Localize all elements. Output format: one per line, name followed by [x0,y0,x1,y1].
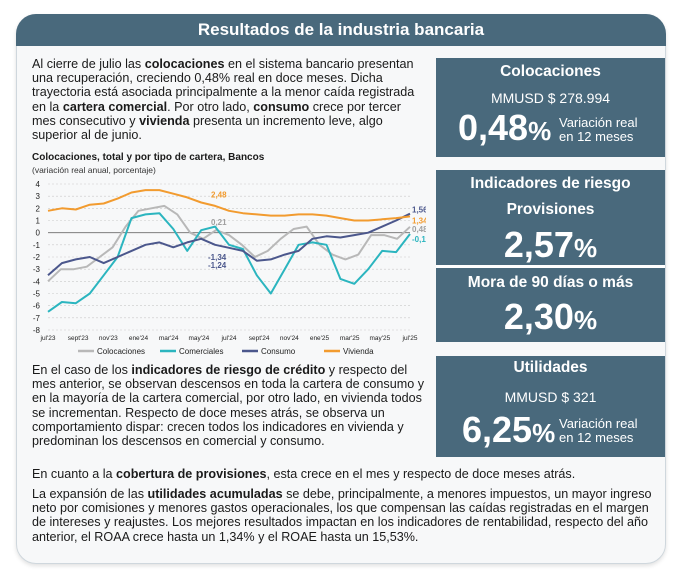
data-label: -1,24 [208,261,227,270]
data-label: 0,21 [211,218,227,227]
colocaciones-amount: MMUSD $ 278.994 [490,90,611,106]
utilidades-paragraph: La expansión de las utilidades acumulada… [32,487,652,544]
legend-label: Vivienda [343,347,374,356]
utilidades-note: Variación real en 12 meses [559,416,638,445]
y-tick-label: 1 [36,217,41,226]
intro-paragraph: Al cierre de julio las colocaciones en e… [32,57,415,143]
x-tick-label: mar'24 [159,335,179,342]
riesgo-box: Indicadores de riesgo Provisiones 2,57% … [436,170,665,342]
report-header: Resultados de la industria bancaria [16,14,666,46]
y-tick-label: 2 [36,204,41,213]
data-label: -0,11 [412,235,426,244]
y-tick-label: -8 [33,326,41,335]
bold-vivienda: vivienda [139,113,190,128]
colocaciones-title: Colocaciones [500,63,601,80]
y-tick-label: -7 [33,314,41,323]
y-tick-label: -1 [33,241,41,250]
bold-cobertura-provisiones: cobertura de provisiones [116,467,267,481]
colocaciones-box: Colocaciones MMUSD $ 278.994 0,48% Varia… [436,58,665,157]
x-tick-label: sept'23 [68,335,89,342]
chart-title: Colocaciones, total y por tipo de carter… [32,152,265,163]
x-tick-label: jul'24 [221,335,237,342]
data-label: 2,48 [211,190,227,199]
y-tick-label: -6 [33,302,41,311]
data-label: -1,34 [208,253,227,262]
chart-subtitle: (variación real anual, porcentaje) [32,165,156,175]
x-tick-label: mar'25 [340,335,360,342]
provisiones-value-block: 2,57% [436,227,665,266]
series-line-colocaciones [47,204,411,283]
utilidades-value-block: 6,25% [462,412,555,451]
x-tick-label: jul'23 [40,335,56,342]
x-tick-label: may'24 [188,335,209,342]
x-tick-label: may'25 [369,335,390,342]
colocaciones-value-block: 0,48% [458,110,551,149]
bold-riesgo-credito: indicadores de riesgo de crédito [131,363,326,377]
legend-label: Consumo [261,347,296,356]
y-tick-label: 4 [36,180,41,189]
y-tick-label: -5 [33,290,41,299]
x-tick-label: nov'23 [99,335,118,342]
mora-value-block: 2,30% [436,299,665,338]
x-tick-label: sept'24 [249,335,270,342]
series-line-vivienda [47,189,411,222]
series-line-comerciales [47,212,411,313]
data-label: 1,34 [412,216,426,225]
legend-label: Colocaciones [97,347,145,356]
y-tick-label: 3 [36,192,41,201]
provisiones-value: 2,57% [503,224,598,265]
y-tick-label: -3 [33,265,41,274]
utilidades-amount: MMUSD $ 321 [504,389,597,405]
bold-utilidades-acumuladas: utilidades acumuladas [147,487,283,501]
x-tick-label: ene'24 [129,335,149,342]
data-label: 0,48 [412,225,426,234]
data-label: 1,56 [412,206,426,215]
x-tick-label: ene'25 [310,335,330,342]
y-tick-label: -2 [33,253,41,262]
colocaciones-note: Variación real en 12 meses [559,115,638,144]
colocaciones-value: 0,48% [458,107,552,148]
bold-consumo: consumo [253,99,310,114]
provisiones-paragraph: En cuanto a la cobertura de provisiones,… [32,467,576,481]
bold-colocaciones: colocaciones [144,57,225,71]
legend-label: Comerciales [179,347,223,356]
mora-value: 2,30% [503,296,598,337]
utilidades-value: 6,25% [462,409,556,450]
x-tick-label: jul'25 [402,335,418,342]
provisiones-title: Provisiones [506,201,595,218]
x-tick-label: nov'24 [280,335,299,342]
bold-cartera-comercial: cartera comercial [62,99,168,114]
utilidades-box: Utilidades MMUSD $ 321 6,25% Variación r… [436,356,665,457]
riesgo-title: Indicadores de riesgo [470,175,631,192]
utilidades-title: Utilidades [513,359,588,376]
riesgo-paragraph: En el caso de los indicadores de riesgo … [32,363,425,449]
mora-title: Mora de 90 días o más [467,274,634,291]
series-line-consumo [47,212,411,277]
y-tick-label: -4 [33,277,41,286]
riesgo-separator [436,265,665,268]
y-tick-label: 0 [36,229,41,238]
